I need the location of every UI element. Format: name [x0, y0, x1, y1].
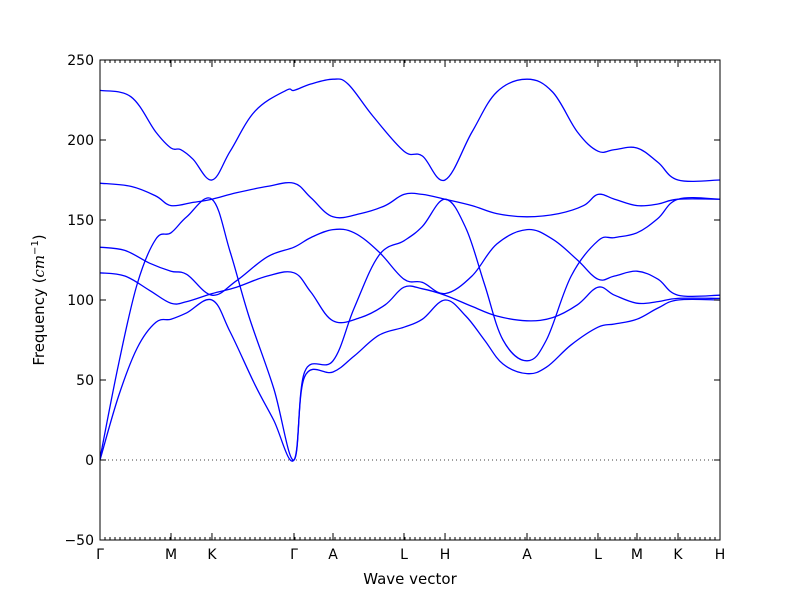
- y-axis-label: Frequency (cm−1): [30, 234, 48, 365]
- y-tick-label: 150: [67, 213, 94, 229]
- x-tick-label: A: [522, 547, 532, 563]
- x-tick-label: M: [165, 547, 177, 563]
- band-line-1: [99, 78, 721, 183]
- y-tick-label: 250: [67, 53, 94, 69]
- x-tick-label: Γ: [290, 547, 298, 563]
- x-tick-label: Γ: [96, 547, 104, 563]
- x-tick-label: K: [673, 547, 683, 563]
- band-line-5: [99, 271, 721, 324]
- x-tick-label: M: [631, 547, 643, 563]
- x-tick-label: L: [400, 547, 408, 563]
- y-axis-label-prefix: Frequency (: [30, 278, 48, 366]
- y-tick-label: 50: [76, 373, 94, 389]
- y-tick-label: −50: [64, 533, 94, 549]
- x-tick-label: K: [207, 547, 217, 563]
- x-tick-label: H: [440, 547, 451, 563]
- x-tick-label: A: [328, 547, 338, 563]
- x-tick-label: H: [715, 547, 726, 563]
- y-tick-label: 100: [67, 293, 94, 309]
- y-tick-label: 200: [67, 133, 94, 149]
- y-axis-label-unit: cm: [30, 255, 48, 278]
- y-axis-label-suffix: ): [30, 234, 48, 240]
- x-tick-label: L: [594, 547, 602, 563]
- band-line-4: [99, 228, 721, 298]
- band-line-2: [99, 181, 721, 219]
- y-axis-label-exponent: −1: [30, 240, 41, 255]
- phonon-bands: [99, 78, 721, 462]
- y-tick-label: 0: [85, 453, 94, 469]
- y-axis-ticks: −50 0 50 100 150 200 250: [64, 53, 720, 549]
- band-line-3: [99, 197, 721, 461]
- band-line-6: [99, 298, 721, 462]
- x-axis-label: Wave vector: [363, 570, 457, 588]
